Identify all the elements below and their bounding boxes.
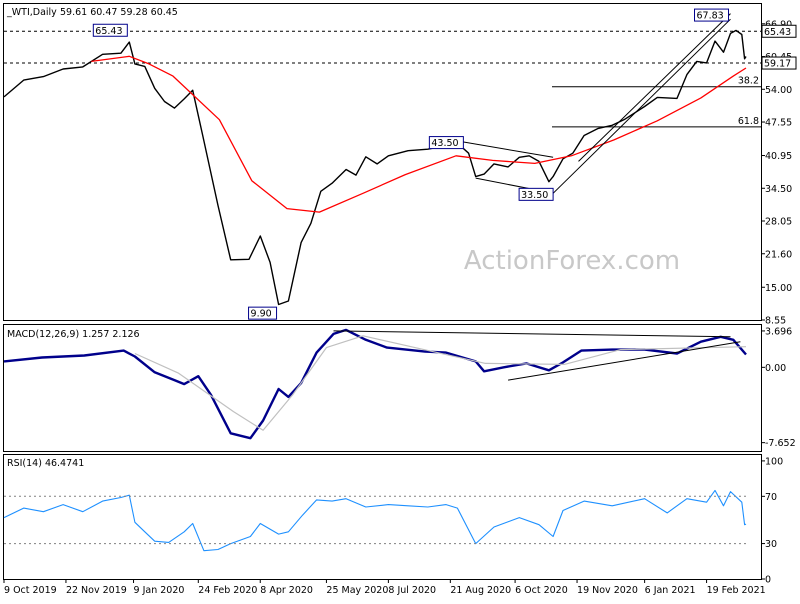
annotation-box	[694, 8, 730, 22]
y-tick-label: 15.00	[765, 283, 792, 294]
series-price	[3, 29, 747, 306]
price-tag-label: 65.43	[764, 27, 791, 38]
y-tick-label: 54.00	[765, 85, 792, 96]
series-trend	[578, 13, 731, 162]
y-tick-label: -7.652	[765, 438, 796, 449]
price-header-ohlc: 59.61 60.47 59.28 60.45	[60, 7, 178, 18]
fib-level-label: 38.2	[738, 76, 759, 87]
price-header-symbol: _WTI,Daily	[6, 7, 57, 18]
price-panel-frame	[3, 3, 762, 321]
y-tick-label: 3.696	[765, 326, 792, 337]
x-tick-label: 9 Jan 2020	[134, 585, 185, 596]
y-tick-label: 34.50	[765, 184, 792, 195]
price-tag-box	[761, 24, 797, 38]
x-tick-label: 8 Apr 2020	[260, 585, 313, 596]
macd-layer	[3, 328, 747, 440]
series-macd	[3, 328, 747, 440]
annotation-box	[518, 187, 554, 201]
rsi-title: RSI(14) 46.4741	[7, 458, 84, 469]
series-trend	[508, 341, 741, 381]
rsi-panel-frame	[3, 454, 762, 580]
price-layer: 38.2 61.8 65.43 9.90 43.50 33.50 67.83	[3, 8, 761, 320]
y-tick-label: 0	[765, 575, 771, 586]
annotation-box	[248, 306, 278, 320]
macd-panel-frame	[3, 324, 762, 452]
x-tick-label: 19 Nov 2020	[577, 585, 638, 596]
y-tick-label: 47.55	[765, 118, 792, 129]
annotation-label: 33.50	[521, 190, 548, 201]
annotation-box	[92, 23, 128, 37]
series-ma	[91, 55, 747, 213]
rsi-layer	[3, 489, 747, 552]
y-tick-label: 30	[765, 539, 777, 550]
y-tick-label: 0.00	[765, 363, 786, 374]
fib-level-label: 61.8	[738, 116, 759, 127]
x-tick-label: 19 Feb 2021	[707, 585, 766, 596]
y-tick-label: 40.95	[765, 151, 792, 162]
x-tick-label: 21 Aug 2020	[450, 585, 511, 596]
series-trend	[448, 139, 554, 158]
annotation-label: 67.83	[697, 11, 724, 22]
y-tick-label: 8.55	[765, 316, 786, 327]
y-tick-label: 28.05	[765, 217, 792, 228]
x-tick-label: 8 Jul 2020	[388, 585, 436, 596]
annotation-label: 9.90	[251, 309, 272, 320]
series-trend	[552, 18, 731, 194]
series-rsi	[3, 489, 747, 552]
annotation-label: 65.43	[95, 26, 122, 37]
watermark: ActionForex.com	[464, 246, 680, 276]
series-signal	[134, 335, 747, 431]
x-tick-label: 6 Jan 2021	[645, 585, 696, 596]
series-trend	[333, 330, 731, 338]
x-tick-label: 25 May 2020	[326, 585, 388, 596]
y-tick-label: 100	[765, 456, 783, 467]
annotation-label: 43.50	[431, 138, 458, 149]
x-tick-label: 22 Nov 2019	[66, 585, 127, 596]
macd-title: MACD(12,26,9) 1.257 2.126	[7, 329, 140, 340]
price-tag-box	[761, 56, 797, 70]
x-tick-label: 6 Oct 2020	[515, 585, 568, 596]
annotation-box	[428, 136, 464, 150]
x-tick-label: 24 Feb 2020	[198, 585, 257, 596]
axis-layer: 66.9060.4554.0047.5540.9534.5028.0521.60…	[3, 19, 797, 596]
y-tick-label: 21.60	[765, 249, 792, 260]
price-tag-label: 59.17	[764, 59, 791, 70]
y-tick-label: 70	[765, 492, 777, 503]
x-tick-label: 9 Oct 2019	[4, 585, 57, 596]
